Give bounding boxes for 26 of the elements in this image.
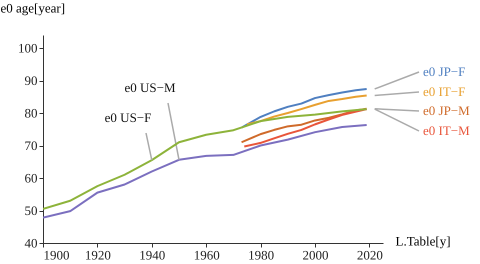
y-tick-label: 50 <box>24 203 38 218</box>
line-series <box>43 108 368 210</box>
x-tick-label: 1900 <box>44 248 70 262</box>
x-tick-label: 1940 <box>139 248 166 262</box>
y-tick-label: 40 <box>24 236 38 250</box>
x-tick-label: 2000 <box>302 248 328 262</box>
y-tick-label: 60 <box>24 170 38 186</box>
text: e0 JP−F <box>423 64 466 79</box>
x-axis-title: L.Table[y] <box>396 234 451 248</box>
y-tick-label: 90 <box>24 73 38 88</box>
x-tick-label: 2020 <box>356 248 383 262</box>
line-series <box>240 88 368 129</box>
text: e0 JP−M <box>423 103 470 118</box>
x-tick-label: 1960 <box>194 248 220 262</box>
y-tick-label: 70 <box>24 138 38 153</box>
text: e0 US−F <box>104 110 152 125</box>
x-tick-label: 1980 <box>248 248 274 262</box>
y-tick-label: 100 <box>18 40 38 56</box>
line-series <box>246 94 368 126</box>
text: e0 US−M <box>124 80 176 95</box>
text: e0 IT−M <box>423 123 470 138</box>
x-tick-label: 1920 <box>84 248 111 262</box>
line-series <box>43 124 368 219</box>
y-axis-title: e0 age[year] <box>0 0 66 16</box>
text: e0 IT−F <box>423 84 466 99</box>
y-tick-label: 80 <box>24 106 38 120</box>
